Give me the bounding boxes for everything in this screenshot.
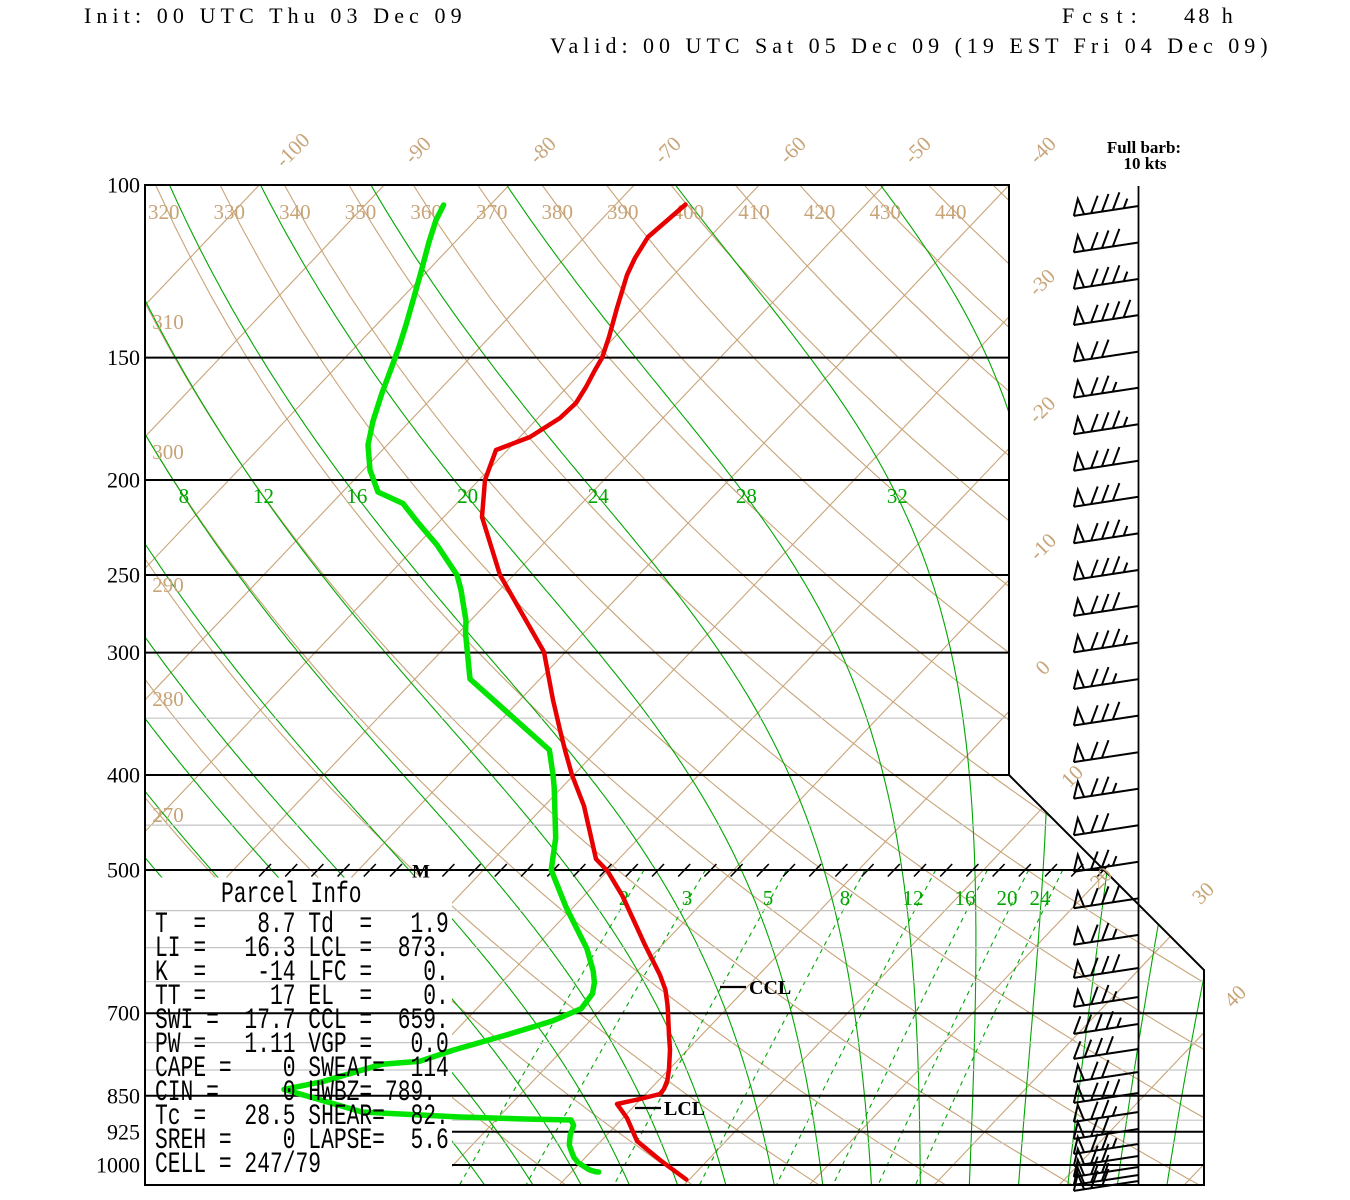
- svg-text:410: 410: [738, 200, 770, 224]
- svg-text:16: 16: [955, 886, 976, 910]
- svg-text:330: 330: [214, 200, 246, 224]
- svg-text:5: 5: [763, 886, 774, 910]
- svg-text:20: 20: [997, 886, 1018, 910]
- svg-text:500: 500: [107, 858, 140, 883]
- svg-text:380: 380: [542, 200, 574, 224]
- svg-text:Parcel Info: Parcel Info: [221, 877, 362, 912]
- svg-text:TT = 17 EL = 0.: TT = 17 EL = 0.: [155, 979, 449, 1014]
- svg-text:280: 280: [152, 687, 184, 711]
- svg-text:SWI = 17.7 CCL = 659.: SWI = 17.7 CCL = 659.: [155, 1003, 449, 1038]
- svg-text:925: 925: [107, 1119, 140, 1144]
- svg-text:Valid: 00 UTC Sat 05 Dec 09 (1: Valid: 00 UTC Sat 05 Dec 09 (19 EST Fri …: [550, 33, 1273, 58]
- svg-text:440: 440: [935, 200, 967, 224]
- svg-text:430: 430: [869, 200, 901, 224]
- svg-text:12: 12: [903, 886, 924, 910]
- svg-text:12: 12: [253, 484, 274, 508]
- svg-text:Fcst:: Fcst:: [1062, 3, 1145, 28]
- svg-text:24: 24: [1030, 886, 1052, 910]
- svg-text:CAPE = 0 SWEAT= 114: CAPE = 0 SWEAT= 114: [155, 1051, 449, 1086]
- svg-text:390: 390: [607, 200, 639, 224]
- svg-text:250: 250: [107, 563, 140, 588]
- svg-text:K = -14 LFC = 0.: K = -14 LFC = 0.: [155, 955, 449, 990]
- svg-text:300: 300: [107, 640, 140, 665]
- svg-text:420: 420: [804, 200, 836, 224]
- svg-text:T = 8.7 Td = 1.9: T = 8.7 Td = 1.9: [155, 907, 449, 942]
- svg-text:LCL: LCL: [664, 1098, 705, 1120]
- svg-text:LI = 16.3 LCL = 873.: LI = 16.3 LCL = 873.: [155, 931, 449, 966]
- svg-text:8: 8: [840, 886, 851, 910]
- svg-text:20: 20: [457, 484, 478, 508]
- svg-text:8: 8: [179, 484, 190, 508]
- svg-text:16: 16: [346, 484, 367, 508]
- svg-text:M: M: [412, 862, 430, 883]
- svg-text:340: 340: [279, 200, 311, 224]
- svg-text:290: 290: [152, 573, 184, 597]
- svg-text:310: 310: [152, 310, 184, 334]
- svg-text:CCL: CCL: [749, 977, 791, 999]
- svg-text:200: 200: [107, 468, 140, 493]
- svg-text:3: 3: [682, 886, 693, 910]
- svg-text:CIN = 0 HWBZ= 789.: CIN = 0 HWBZ= 789.: [155, 1075, 436, 1110]
- svg-text:400: 400: [107, 763, 140, 788]
- svg-text:CELL = 247/79: CELL = 247/79: [155, 1147, 321, 1182]
- svg-text:SREH = 0 LAPSE= 5.6: SREH = 0 LAPSE= 5.6: [155, 1123, 449, 1158]
- svg-text:270: 270: [152, 803, 184, 827]
- svg-text:Tc = 28.5 SHEAR= 82.: Tc = 28.5 SHEAR= 82.: [155, 1099, 449, 1134]
- svg-text:32: 32: [887, 484, 908, 508]
- svg-text:320: 320: [148, 200, 180, 224]
- svg-text:150: 150: [107, 345, 140, 370]
- svg-text:100: 100: [107, 173, 140, 198]
- svg-text:24: 24: [588, 484, 610, 508]
- svg-text:10 kts: 10 kts: [1124, 154, 1167, 173]
- svg-text:300: 300: [152, 440, 184, 464]
- svg-text:Full barb:: Full barb:: [1107, 138, 1181, 157]
- svg-text:28: 28: [736, 484, 757, 508]
- svg-text:PW = 1.11 VGP = 0.0: PW = 1.11 VGP = 0.0: [155, 1027, 449, 1062]
- svg-text:Init: 00 UTC Thu 03 Dec 09: Init: 00 UTC Thu 03 Dec 09: [84, 3, 467, 28]
- svg-text:1000: 1000: [96, 1153, 140, 1178]
- svg-text:700: 700: [107, 1001, 140, 1026]
- svg-text:48 h: 48 h: [1184, 3, 1236, 28]
- svg-text:370: 370: [476, 200, 508, 224]
- svg-text:850: 850: [107, 1083, 140, 1108]
- svg-text:350: 350: [345, 200, 377, 224]
